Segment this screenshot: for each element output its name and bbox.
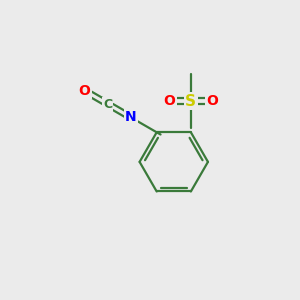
Text: O: O	[79, 84, 91, 98]
Text: N: N	[125, 110, 137, 124]
Text: O: O	[164, 94, 175, 108]
Text: O: O	[206, 94, 218, 108]
Text: C: C	[103, 98, 112, 111]
Text: S: S	[185, 94, 197, 109]
